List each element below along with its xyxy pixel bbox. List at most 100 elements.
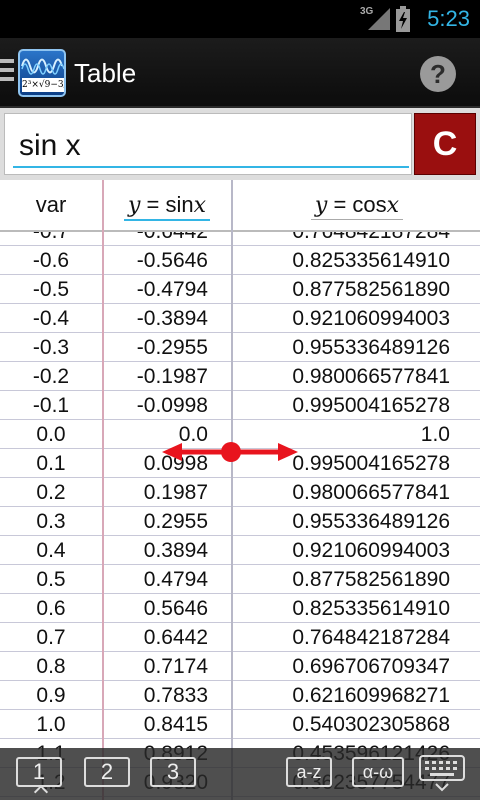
table-row[interactable]: -0.2 -0.1987 0.980066577841 <box>0 362 480 391</box>
table-row[interactable]: 0.9 0.7833 0.621609968271 <box>0 681 480 710</box>
column-divider[interactable] <box>231 180 233 800</box>
cell-sin: 0.7174 <box>143 655 208 678</box>
table-row[interactable]: -0.3 -0.2955 0.955336489126 <box>0 333 480 362</box>
table-row[interactable]: -0.5 -0.4794 0.877582561890 <box>0 275 480 304</box>
cell-sin: -0.2955 <box>136 336 208 359</box>
cell-sin: 0.5646 <box>143 597 208 620</box>
table-row[interactable]: -0.7 -0.6442 0.764842187284 <box>0 232 480 246</box>
cell-sin: -0.6442 <box>137 232 208 246</box>
network-type: 3G <box>360 6 374 17</box>
cell-sin: 0.8415 <box>143 713 208 736</box>
keyboard-tab-bar: 1 2 3 a-z α-ω <box>0 748 480 800</box>
cell-cos: 0.621609968271 <box>292 684 450 707</box>
cell-var: 0.8 <box>36 655 66 678</box>
formula-input[interactable] <box>13 126 409 168</box>
table-header: var y = sinx y = cosx <box>0 180 480 232</box>
cell-sin: 0.6442 <box>143 626 208 649</box>
cell-var: 0.3 <box>36 510 66 533</box>
keyboard-tab-2[interactable]: 2 <box>84 757 130 787</box>
table-row[interactable]: 0.8 0.7174 0.696706709347 <box>0 652 480 681</box>
cell-var: -0.4 <box>32 307 70 330</box>
cell-var: 0.4 <box>36 539 66 562</box>
cell-sin: 0.0 <box>178 423 208 446</box>
signal-icon <box>368 8 390 30</box>
cell-cos: 0.764842187284 <box>292 232 450 246</box>
cell-var: 0.1 <box>36 452 66 475</box>
table-row[interactable]: 0.7 0.6442 0.764842187284 <box>0 623 480 652</box>
cell-var: 0.7 <box>36 626 66 649</box>
cell-var: 0.5 <box>36 568 66 591</box>
column-header-cos[interactable]: y = cosx <box>234 180 480 232</box>
column-header-sin-label: y = sinx <box>123 192 211 221</box>
cell-var: 0.2 <box>36 481 66 504</box>
cell-cos: 0.921060994003 <box>292 539 450 562</box>
cell-sin: 0.7833 <box>143 684 208 707</box>
cell-sin: -0.4794 <box>136 278 208 301</box>
table-row[interactable]: 1.0 0.8415 0.540302305868 <box>0 710 480 739</box>
column-header-sin[interactable]: y = sinx <box>104 180 230 232</box>
table-row[interactable]: 0.4 0.3894 0.921060994003 <box>0 536 480 565</box>
cell-cos: 0.877582561890 <box>292 568 450 591</box>
cell-cos: 0.955336489126 <box>292 336 450 359</box>
cell-sin: -0.1987 <box>136 365 208 388</box>
cell-var: 0.6 <box>36 597 66 620</box>
column-header-cos-label: y = cosx <box>310 192 404 220</box>
cell-cos: 0.921060994003 <box>292 307 450 330</box>
cell-var: -0.6 <box>32 249 70 272</box>
table-row[interactable]: 0.1 0.0998 0.995004165278 <box>0 449 480 478</box>
keyboard-tab-4[interactable]: a-z <box>286 757 332 787</box>
cell-var: 1.0 <box>36 713 66 736</box>
cell-cos: 0.995004165278 <box>292 394 450 417</box>
cell-var: -0.2 <box>32 365 70 388</box>
formula-box <box>4 113 412 175</box>
cell-cos: 0.995004165278 <box>292 452 450 475</box>
waveform-icon <box>21 58 64 75</box>
cell-var: -0.5 <box>32 278 70 301</box>
table-row[interactable]: -0.1 -0.0998 0.995004165278 <box>0 391 480 420</box>
cell-var: -0.7 <box>0 232 102 246</box>
clear-button[interactable]: C <box>414 113 476 175</box>
table-row[interactable]: 0.6 0.5646 0.825335614910 <box>0 594 480 623</box>
keyboard-icon[interactable] <box>418 754 466 792</box>
cell-var: 0.9 <box>36 684 66 707</box>
status-time: 5:23 <box>427 6 470 31</box>
cell-cos: 1.0 <box>420 423 450 446</box>
cell-sin: -0.3894 <box>136 307 208 330</box>
keyboard-tab-5[interactable]: α-ω <box>352 757 404 787</box>
table-row[interactable]: -0.4 -0.3894 0.921060994003 <box>0 304 480 333</box>
cell-sin: 0.0998 <box>143 452 208 475</box>
values-table[interactable]: -0.7-0.64420.764842187284-0.6-0.56460.82… <box>0 232 480 800</box>
cell-sin: 0.4794 <box>143 568 208 591</box>
column-resize-icon[interactable] <box>160 438 300 466</box>
cell-cos: 0.825335614910 <box>292 249 450 272</box>
cell-cos: 0.955336489126 <box>292 510 450 533</box>
column-divider <box>102 180 104 800</box>
app-logo[interactable]: 2³×√9−3/2 <box>18 49 66 97</box>
table-row[interactable]: 0.5 0.4794 0.877582561890 <box>0 565 480 594</box>
cell-sin: -0.5646 <box>136 249 208 272</box>
table-row[interactable]: -0.6 -0.5646 0.825335614910 <box>0 246 480 275</box>
cell-var: 0.0 <box>36 423 66 446</box>
cell-sin: 0.3894 <box>143 539 208 562</box>
cell-cos: 0.825335614910 <box>292 597 450 620</box>
action-bar: 2³×√9−3/2 Table ? <box>0 38 480 108</box>
menu-lines-icon[interactable] <box>0 59 14 85</box>
cell-sin: 0.2955 <box>143 510 208 533</box>
cell-sin: -0.0998 <box>136 394 208 417</box>
column-header-var[interactable]: var <box>35 192 67 217</box>
cell-cos: 0.980066577841 <box>292 481 450 504</box>
keyboard-tab-3[interactable]: 3 <box>150 757 196 787</box>
cell-cos: 0.540302305868 <box>292 713 450 736</box>
cell-sin: 0.1987 <box>143 481 208 504</box>
table-row[interactable]: 0.3 0.2955 0.955336489126 <box>0 507 480 536</box>
table-row[interactable]: 0.2 0.1987 0.980066577841 <box>0 478 480 507</box>
help-icon[interactable]: ? <box>420 56 456 92</box>
battery-icon <box>396 6 410 32</box>
page-title: Table <box>74 58 137 88</box>
keyboard-tab-1[interactable]: 1 <box>16 757 62 787</box>
cell-cos: 0.877582561890 <box>292 278 450 301</box>
cell-cos: 0.980066577841 <box>292 365 450 388</box>
cell-var: -0.1 <box>32 394 70 417</box>
status-bar: 3G 5:23 <box>0 0 480 38</box>
cell-cos: 0.764842187284 <box>292 626 450 649</box>
